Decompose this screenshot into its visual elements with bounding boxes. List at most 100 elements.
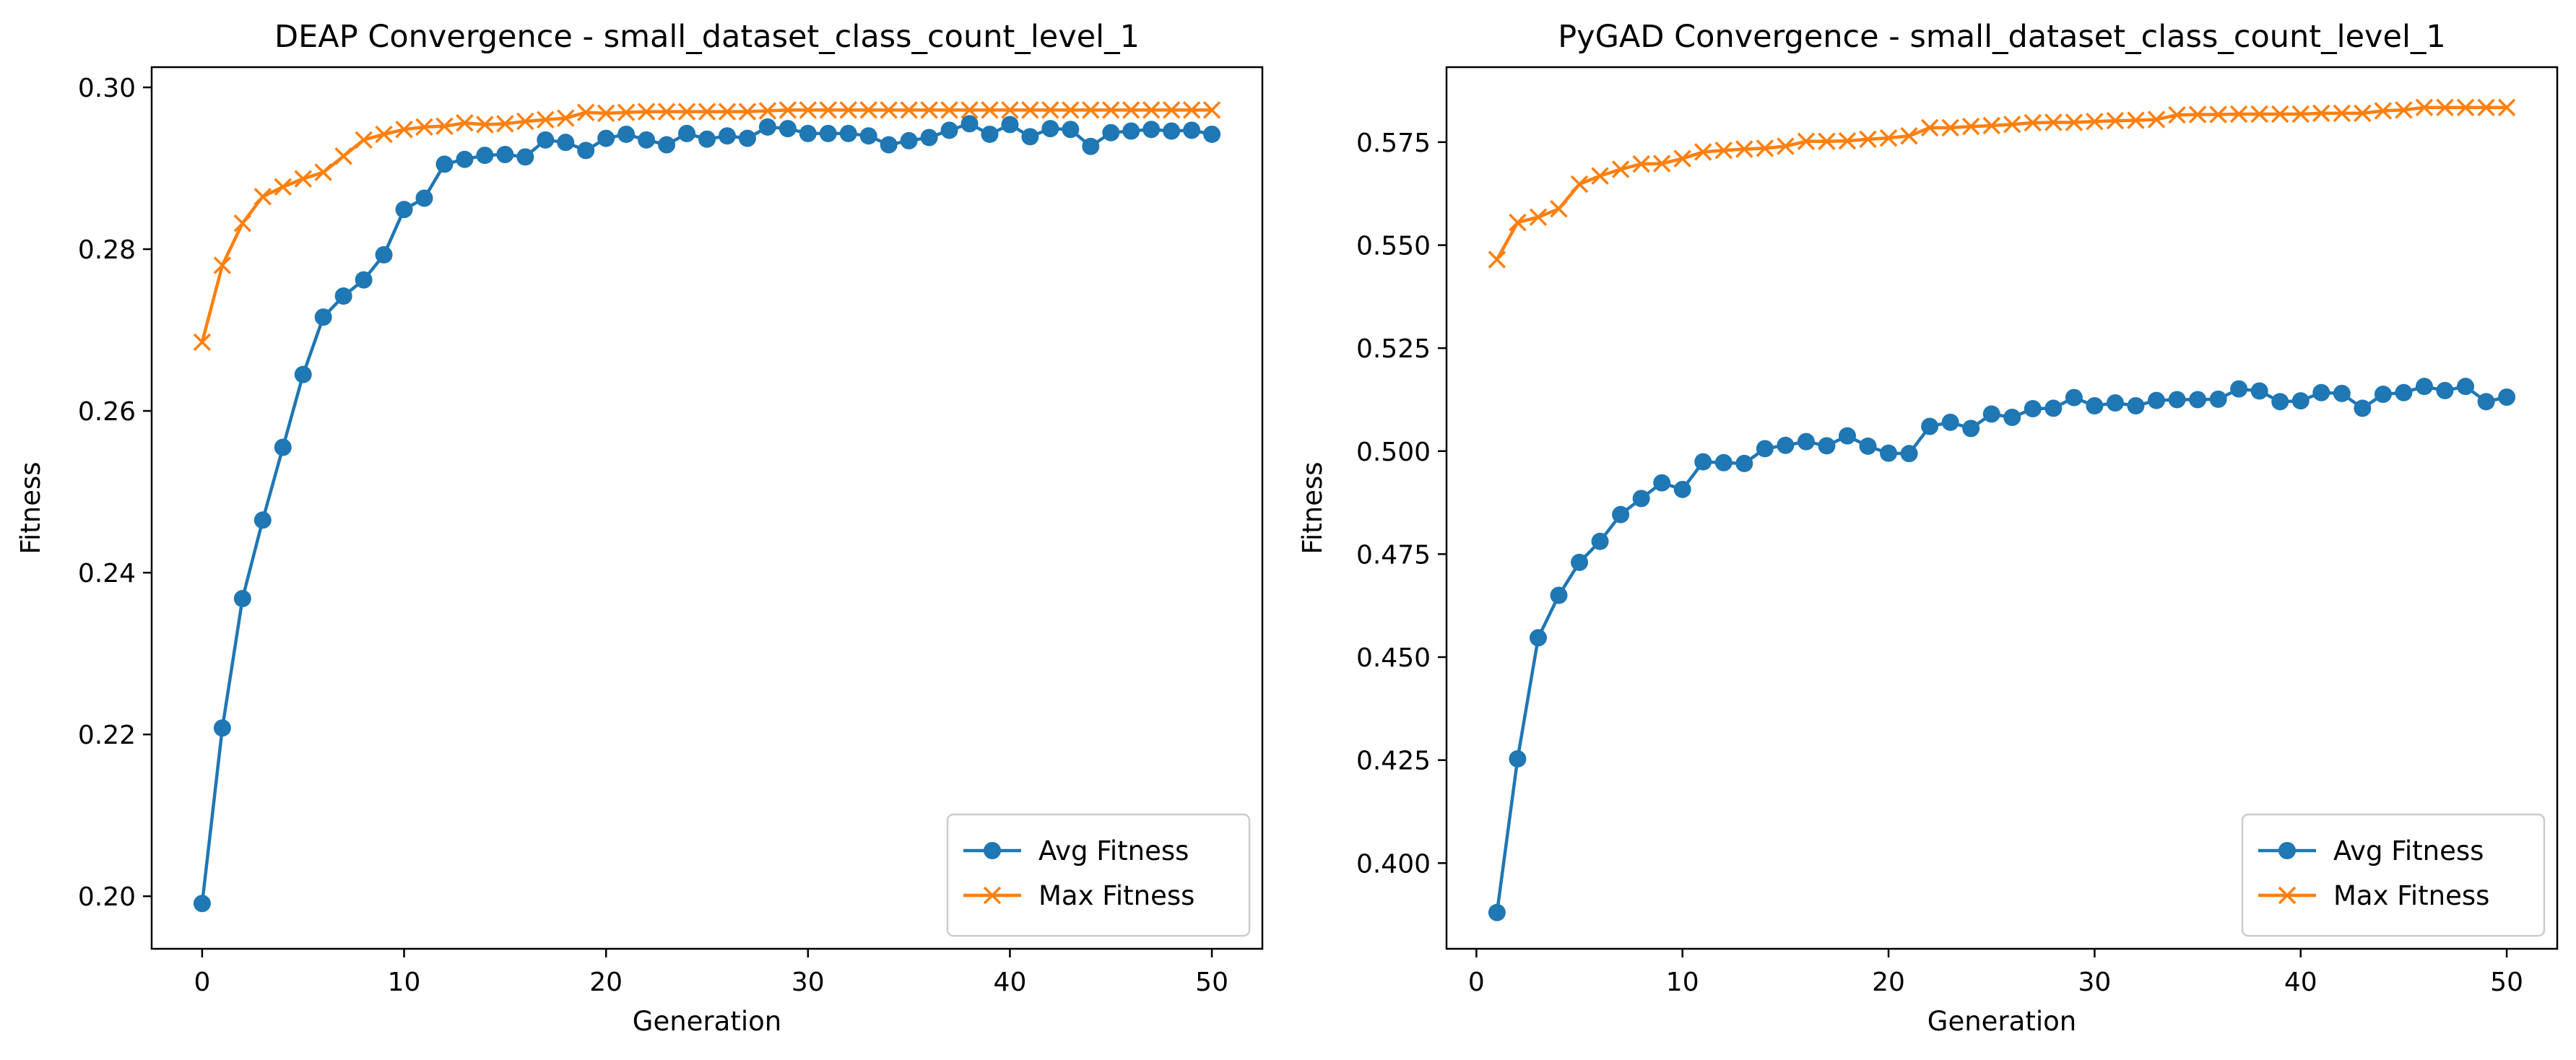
pygad-x-tick-label: 20 xyxy=(1872,968,1905,997)
deap-avg-fitness-point xyxy=(415,189,433,207)
pygad-max-fitness-point xyxy=(2250,105,2268,123)
deap-avg-fitness-point xyxy=(1001,116,1019,134)
pygad-legend-marker-x xyxy=(2278,886,2297,905)
deap-avg-fitness-point xyxy=(1183,121,1201,139)
deap-convergence-chart: DEAP Convergence - small_dataset_class_c… xyxy=(15,19,1264,1037)
pygad-x-tick-label: 30 xyxy=(2078,968,2111,997)
pygad-avg-fitness-point xyxy=(2003,408,2021,426)
deap-max-fitness-point xyxy=(617,103,636,121)
deap-max-fitness-point xyxy=(213,256,232,274)
pygad-avg-fitness-point xyxy=(2230,380,2248,398)
pygad-avg-fitness-point xyxy=(2148,391,2166,409)
pygad-max-fitness-point xyxy=(2106,111,2125,130)
deap-max-fitness-point xyxy=(657,103,676,121)
deap-max-fitness-point xyxy=(557,109,575,127)
deap-max-fitness-point xyxy=(839,101,857,119)
pygad-max-fitness-point xyxy=(2044,113,2063,131)
pygad-y-tick-label: 0.575 xyxy=(1356,129,1431,158)
deap-avg-fitness-point xyxy=(839,124,857,142)
deap-avg-fitness-point xyxy=(779,120,797,138)
pygad-max-fitness-point xyxy=(1735,140,1753,158)
deap-avg-fitness-point xyxy=(355,271,373,289)
pygad-max-fitness-point xyxy=(1838,131,1857,150)
pygad-max-fitness-point xyxy=(2127,111,2145,129)
deap-avg-fitness-point xyxy=(193,895,211,913)
deap-avg-fitness-point xyxy=(678,124,696,142)
deap-legend-marker-circle xyxy=(984,842,1001,859)
pygad-avg-fitness-point xyxy=(1673,480,1691,498)
pygad-max-fitness-point xyxy=(1818,132,1836,150)
pygad-y-tick-label: 0.425 xyxy=(1356,747,1431,776)
deap-max-fitness-point xyxy=(334,147,352,165)
pygad-max-fitness-point xyxy=(1509,213,1527,232)
pygad-max-fitness-point xyxy=(2147,110,2166,129)
deap-max-fitness-point xyxy=(880,101,898,119)
deap-max-fitness-point xyxy=(1202,101,1221,119)
deap-avg-fitness-point xyxy=(476,147,494,165)
pygad-avg-fitness-point xyxy=(1982,405,2000,423)
deap-max-fitness-point xyxy=(294,170,312,188)
pygad-avg-fitness-point xyxy=(1880,444,1898,462)
pygad-avg-fitness-point xyxy=(1714,453,1732,472)
pygad-avg-fitness-point xyxy=(1694,453,1712,471)
pygad-max-fitness-point xyxy=(2065,113,2083,131)
deap-max-fitness-point xyxy=(456,114,474,132)
pygad-max-fitness-point xyxy=(2168,105,2186,124)
pygad-avg-fitness-point xyxy=(1818,437,1836,455)
pygad-max-fitness-point xyxy=(1488,251,1506,269)
deap-max-fitness-point xyxy=(940,101,958,119)
deap-max-fitness-point xyxy=(1182,101,1201,119)
deap-avg-fitness-point xyxy=(496,145,514,163)
pygad-x-axis-label: Generation xyxy=(1927,1006,2076,1037)
deap-max-fitness-point xyxy=(738,103,757,121)
pygad-avg-fitness-point xyxy=(2354,399,2372,417)
deap-chart-title: DEAP Convergence - small_dataset_class_c… xyxy=(274,19,1140,55)
pygad-avg-fitness-point xyxy=(1529,629,1547,647)
deap-max-fitness-point xyxy=(233,214,252,233)
deap-avg-fitness-point xyxy=(698,130,716,148)
deap-max-fitness-point xyxy=(1142,101,1161,119)
deap-avg-fitness-point xyxy=(233,589,251,607)
deap-max-fitness-point xyxy=(718,103,737,121)
pygad-max-fitness-point xyxy=(2415,98,2434,117)
pygad-max-fitness-point xyxy=(2477,98,2495,117)
pygad-max-fitness-point xyxy=(2086,113,2104,131)
deap-max-fitness-point xyxy=(799,101,818,119)
pygad-max-fitness-point xyxy=(2271,105,2289,123)
deap-max-fitness-point xyxy=(1102,101,1120,119)
pygad-x-tick-label: 0 xyxy=(1468,968,1485,997)
deap-avg-fitness-point xyxy=(597,129,615,147)
deap-max-fitness-point xyxy=(677,103,696,121)
pygad-avg-fitness-point xyxy=(2395,383,2413,401)
deap-avg-fitness-point xyxy=(314,308,332,326)
pygad-avg-fitness-point xyxy=(2498,388,2516,407)
deap-x-tick-label: 10 xyxy=(388,968,421,997)
deap-avg-fitness-point xyxy=(758,118,776,136)
pygad-avg-fitness-point xyxy=(2250,382,2268,400)
deap-avg-fitness-point xyxy=(981,125,999,143)
deap-avg-fitness-point xyxy=(638,131,656,149)
pygad-avg-fitness-point xyxy=(1838,427,1856,445)
deap-avg-fitness-point xyxy=(375,246,393,264)
deap-x-tick-label: 40 xyxy=(994,968,1027,997)
deap-max-fitness-point xyxy=(1001,101,1019,119)
pygad-avg-fitness-point xyxy=(1571,553,1589,571)
deap-y-tick-label: 0.30 xyxy=(78,74,136,103)
pygad-max-fitness-point xyxy=(1652,155,1671,173)
deap-max-fitness-point xyxy=(576,103,595,121)
deap-plot-frame xyxy=(150,66,1264,950)
pygad-max-fitness-point xyxy=(2312,104,2330,123)
pygad-max-fitness-point xyxy=(1859,130,1877,149)
pygad-max-fitness-point xyxy=(2188,105,2207,123)
pygad-avg-fitness-point xyxy=(2044,399,2063,417)
pygad-avg-fitness-point xyxy=(1612,505,1630,524)
pygad-max-fitness-point xyxy=(2229,105,2248,123)
deap-avg-fitness-point xyxy=(213,719,231,737)
deap-max-fitness-point xyxy=(1041,101,1059,119)
pygad-y-tick-label: 0.475 xyxy=(1356,540,1431,570)
deap-max-fitness-point xyxy=(537,110,555,129)
deap-max-fitness-point xyxy=(355,131,373,149)
deap-max-fitness-point xyxy=(253,187,272,206)
pygad-series-line-max xyxy=(1495,105,2507,261)
